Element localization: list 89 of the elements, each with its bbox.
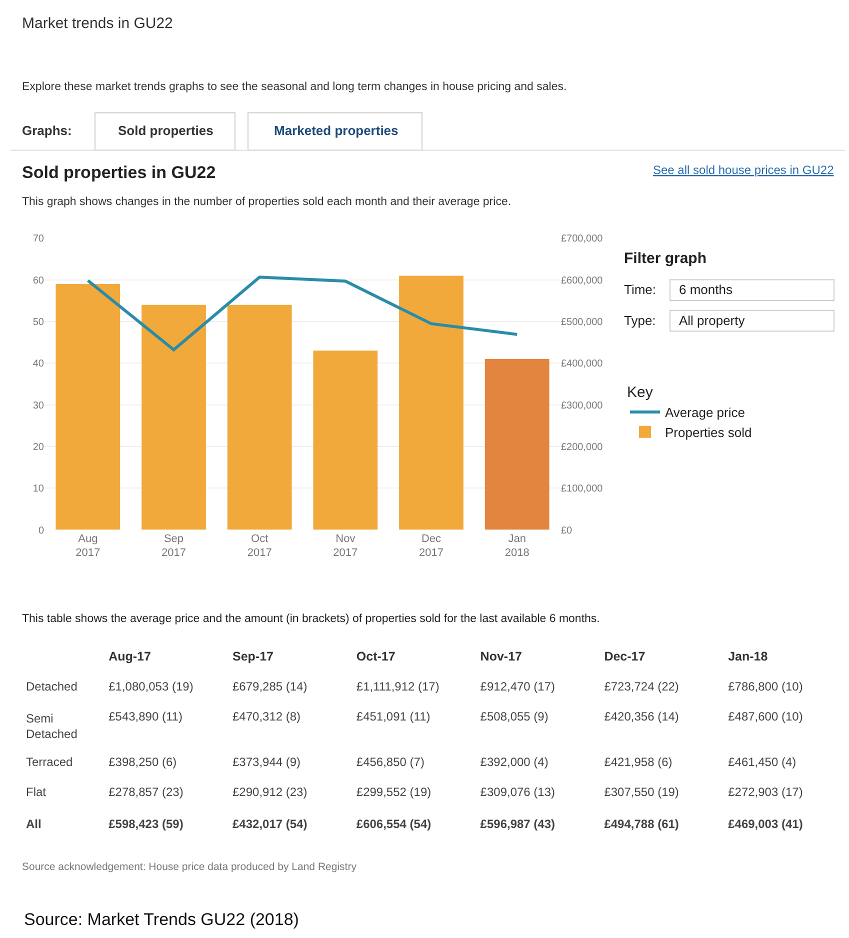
text: Time: (624, 282, 656, 297)
text: £508,055 (9) (480, 709, 548, 724)
text: £456,850 (7) (356, 755, 424, 770)
y2-tick-label: £0 (561, 525, 573, 536)
text: Filter graph (624, 250, 707, 267)
text: £1,080,053 (19) (108, 679, 194, 694)
text: £309,076 (13) (480, 785, 556, 800)
text: £432,017 (54) (232, 817, 308, 832)
legend-label: Properties sold (665, 424, 752, 440)
bar (313, 350, 378, 530)
category-label: Detached (26, 679, 78, 694)
text: £912,470 (17) (480, 679, 556, 694)
text: £598,423 (59) (108, 817, 184, 832)
text: £451,091 (11) (356, 709, 430, 724)
text: £596,987 (43) (480, 817, 556, 832)
x-tick-label: Dec 2017 (419, 532, 444, 560)
text: Marketed properties (274, 123, 398, 138)
bar (56, 284, 120, 530)
x-tick-label: Sep 2017 (162, 532, 186, 560)
y-tick-label: 50 (32, 317, 44, 328)
bar (484, 359, 550, 530)
text: Sold properties (118, 123, 214, 138)
y-tick-label: 40 (32, 358, 44, 370)
y2-tick-label: £400,000 (561, 358, 604, 370)
category-label: Jan-18 (728, 649, 768, 664)
y2-tick-label: £600,000 (561, 275, 604, 286)
text: 6 months (679, 282, 733, 297)
text: £299,552 (19) (356, 785, 432, 800)
text: Type: (624, 313, 656, 328)
y-tick-label: 70 (32, 234, 44, 245)
text: This table shows the average price and the amount (in brackets) of properties sold for the last available 6 months. (22, 613, 600, 625)
y2-tick-label: £100,000 (561, 484, 604, 495)
text: All property (679, 313, 746, 328)
text: £398,250 (6) (108, 755, 177, 770)
text: £1,111,912 (17) (356, 679, 440, 694)
text: £786,800 (10) (728, 679, 803, 694)
text: £307,550 (19) (604, 785, 679, 800)
line-series (86, 276, 519, 352)
y2-tick-label: £300,000 (561, 400, 604, 412)
category-label: Terraced (26, 755, 73, 770)
category-label: Sep-17 (232, 649, 274, 664)
text: Graphs: (22, 123, 72, 138)
legend-title: Key (627, 384, 654, 402)
y-tick-label: 30 (32, 400, 44, 412)
category-label: All (26, 817, 42, 832)
text: £494,788 (61) (604, 817, 679, 832)
y-tick-label: 20 (32, 442, 44, 453)
text: £278,857 (23) (108, 785, 184, 800)
category-label: Oct-17 (356, 649, 396, 664)
text: £420,356 (14) (604, 709, 679, 724)
bar (227, 304, 292, 530)
y-tick-label: 0 (38, 525, 44, 536)
text: Market trends in GU22 (22, 15, 173, 32)
text: £679,285 (14) (232, 679, 308, 694)
y-tick-label: 60 (32, 275, 44, 286)
legend-label: Average price (665, 405, 745, 420)
y2-tick-label: £200,000 (561, 442, 604, 453)
text: See all sold house prices in GU22 (653, 163, 834, 177)
text: £461,450 (4) (728, 755, 796, 770)
x-tick-label: Jan 2018 (504, 532, 530, 560)
category-label: Dec-17 (604, 649, 646, 664)
text: £373,944 (9) (232, 755, 301, 770)
text: £272,903 (17) (728, 785, 803, 800)
text: £723,724 (22) (604, 679, 679, 694)
text: Explore these market trends graphs to see the seasonal and long term changes in house pricing and sales. (22, 81, 567, 93)
text: £392,000 (4) (480, 755, 548, 770)
x-tick-label: Oct 2017 (247, 532, 272, 560)
text: £290,912 (23) (232, 785, 308, 800)
category-label: Flat (26, 785, 46, 800)
category-label: Semi Detached (26, 711, 78, 742)
text: £606,554 (54) (356, 817, 432, 832)
x-tick-label: Aug 2017 (76, 532, 100, 560)
x-tick-label: Nov 2017 (333, 532, 358, 560)
chart-subtitle: This graph shows changes in the number of properties sold each month and their average price. (22, 196, 512, 208)
category-label: Aug-17 (108, 649, 152, 664)
category-label: Nov-17 (480, 649, 522, 664)
text: £543,890 (11) (108, 709, 182, 724)
y2-tick-label: £500,000 (561, 317, 604, 328)
bar (399, 276, 464, 530)
text: £421,958 (6) (604, 755, 672, 770)
text: £470,312 (8) (232, 709, 301, 724)
bar (142, 304, 206, 530)
chart-title: Sold properties in GU22 (22, 163, 216, 182)
text: £469,003 (41) (728, 817, 803, 832)
y2-tick-label: £700,000 (561, 234, 604, 245)
y-tick-label: 10 (32, 484, 44, 495)
source-note: Source: Market Trends GU22 (2018) (24, 910, 299, 929)
text: £487,600 (10) (728, 709, 803, 724)
source-note: Source acknowledgement: House price data produced by Land Registry (22, 861, 358, 873)
